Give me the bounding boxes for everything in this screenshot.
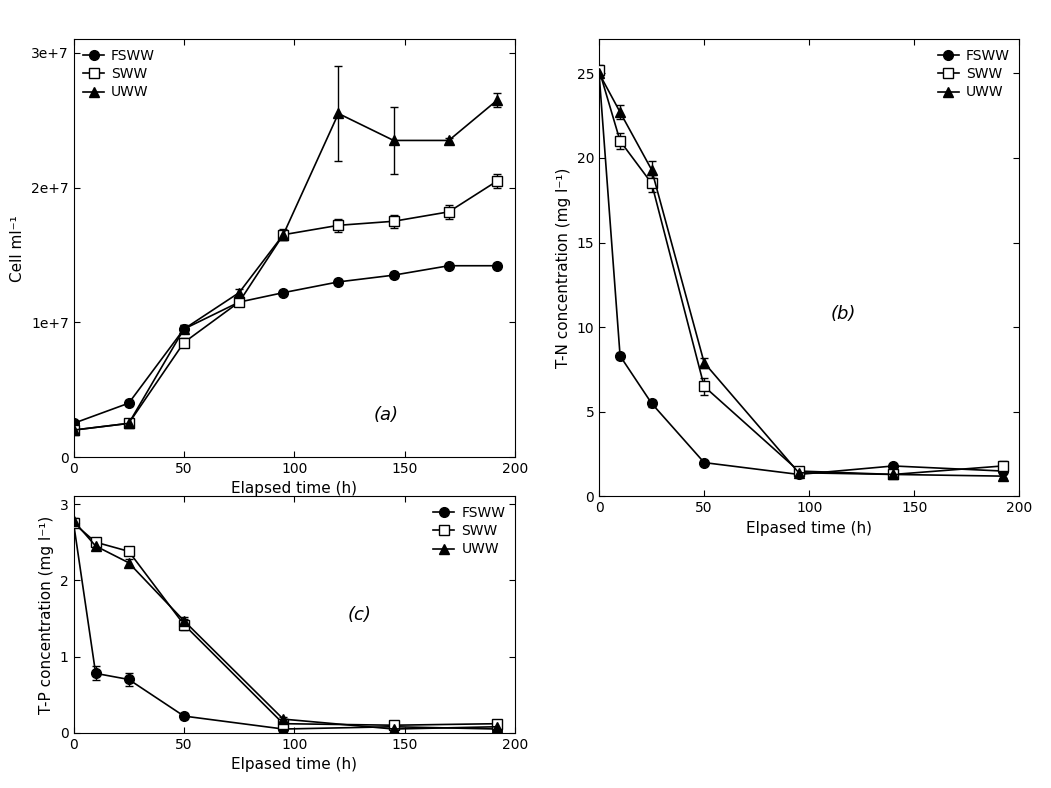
Legend: FSWW, SWW, UWW: FSWW, SWW, UWW	[81, 46, 158, 102]
Legend: FSWW, SWW, UWW: FSWW, SWW, UWW	[431, 504, 508, 559]
Y-axis label: T-N concentration (mg l⁻¹): T-N concentration (mg l⁻¹)	[556, 168, 571, 368]
Y-axis label: Cell ml⁻¹: Cell ml⁻¹	[11, 215, 25, 281]
Legend: FSWW, SWW, UWW: FSWW, SWW, UWW	[935, 46, 1012, 102]
Text: (b): (b)	[830, 305, 856, 323]
X-axis label: Elapsed time (h): Elapsed time (h)	[231, 481, 357, 496]
X-axis label: Elpased time (h): Elpased time (h)	[746, 521, 872, 536]
Y-axis label: T-P concentration (mg l⁻¹): T-P concentration (mg l⁻¹)	[39, 515, 55, 714]
Text: (a): (a)	[374, 406, 398, 424]
X-axis label: Elpased time (h): Elpased time (h)	[231, 757, 357, 772]
Text: (c): (c)	[347, 606, 371, 624]
